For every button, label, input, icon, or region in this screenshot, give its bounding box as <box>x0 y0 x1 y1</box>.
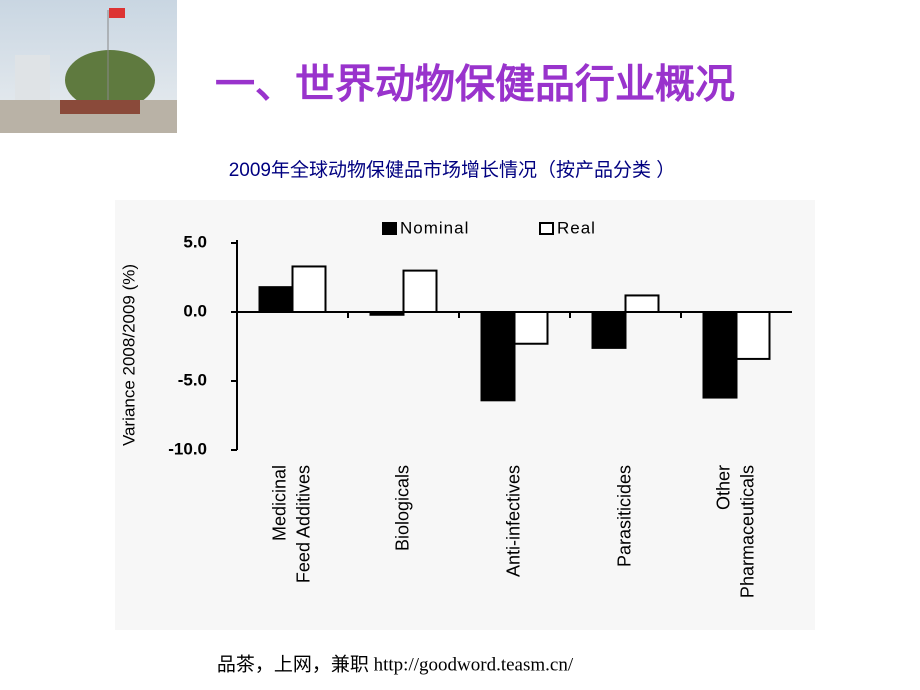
x-tick-label: Parasiticides <box>614 465 634 567</box>
bar <box>591 311 627 349</box>
bar <box>513 311 549 345</box>
bar <box>702 311 738 399</box>
bar <box>291 265 327 313</box>
plot: 5.0 0.0 -5.0 -10.0 Medicinal Feed Additives Bi… <box>168 218 792 598</box>
legend-swatch <box>382 222 397 235</box>
bar <box>735 311 771 360</box>
bar <box>402 269 438 314</box>
legend-swatch <box>539 222 554 235</box>
bar <box>624 294 660 314</box>
chart-background <box>115 200 815 630</box>
bar <box>258 286 294 314</box>
x-tick-label: Anti-infectives <box>503 465 523 577</box>
y-tick-label: -5.0 <box>178 370 207 389</box>
slide-title: 一、世界动物保健品行业概况 <box>215 63 735 107</box>
x-tick-label: Biologicals <box>392 465 412 551</box>
chart-title: 2009年全球动物保健品市场增长情况（按产品分类 ） <box>229 159 676 181</box>
footer: 品茶，上网，兼职 http://goodword.teasm.cn/ <box>217 653 574 675</box>
header-photo <box>0 0 177 133</box>
x-tick-label: Medicinal Feed Additives <box>269 465 313 583</box>
y-tick-label: 0.0 <box>183 301 207 320</box>
y-tick-label: 5.0 <box>183 232 207 251</box>
x-tick-label: Other Pharmaceuticals <box>713 465 757 598</box>
y-axis-label: Variance 2008/2009 (%) <box>119 264 138 446</box>
y-tick-label: -10.0 <box>168 439 207 458</box>
bar <box>369 311 405 316</box>
bar <box>480 311 516 402</box>
legend-label: Real <box>557 218 596 237</box>
legend-label: Nominal <box>400 218 469 237</box>
